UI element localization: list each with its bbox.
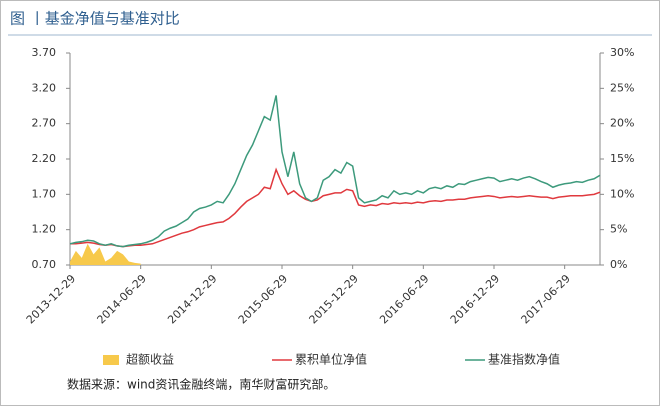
y-tick-label: 3.20 bbox=[32, 81, 57, 94]
source-note: 数据来源：wind资讯金融终端，南华财富研究部。 bbox=[67, 377, 335, 392]
line bbox=[70, 167, 601, 248]
y-tick-label: 1.70 bbox=[32, 187, 57, 200]
legend-label: 累积单位净值 bbox=[295, 352, 367, 367]
y-tick-label: 2.70 bbox=[32, 117, 57, 130]
legend-label: 基准指数净值 bbox=[488, 352, 560, 367]
line bbox=[69, 95, 601, 248]
chart-title: 图 丨基金净值与基准对比 bbox=[10, 10, 180, 28]
y2-tick-label: 25% bbox=[610, 81, 634, 94]
y2-tick-label: 5% bbox=[610, 223, 627, 236]
y-tick-label: 1.20 bbox=[32, 223, 57, 236]
area bbox=[70, 243, 141, 265]
y-tick-label: 0.70 bbox=[32, 258, 57, 271]
legend-swatch bbox=[103, 355, 119, 365]
y2-tick-label: 10% bbox=[610, 187, 634, 200]
y2-tick-label: 15% bbox=[610, 152, 634, 165]
legend-label: 超额收益 bbox=[126, 352, 174, 367]
y-tick-label: 2.20 bbox=[32, 152, 57, 165]
y-tick-label: 3.70 bbox=[32, 46, 57, 59]
y2-tick-label: 20% bbox=[610, 117, 634, 130]
y2-tick-label: 0% bbox=[610, 258, 627, 271]
y2-tick-label: 30% bbox=[610, 46, 634, 59]
